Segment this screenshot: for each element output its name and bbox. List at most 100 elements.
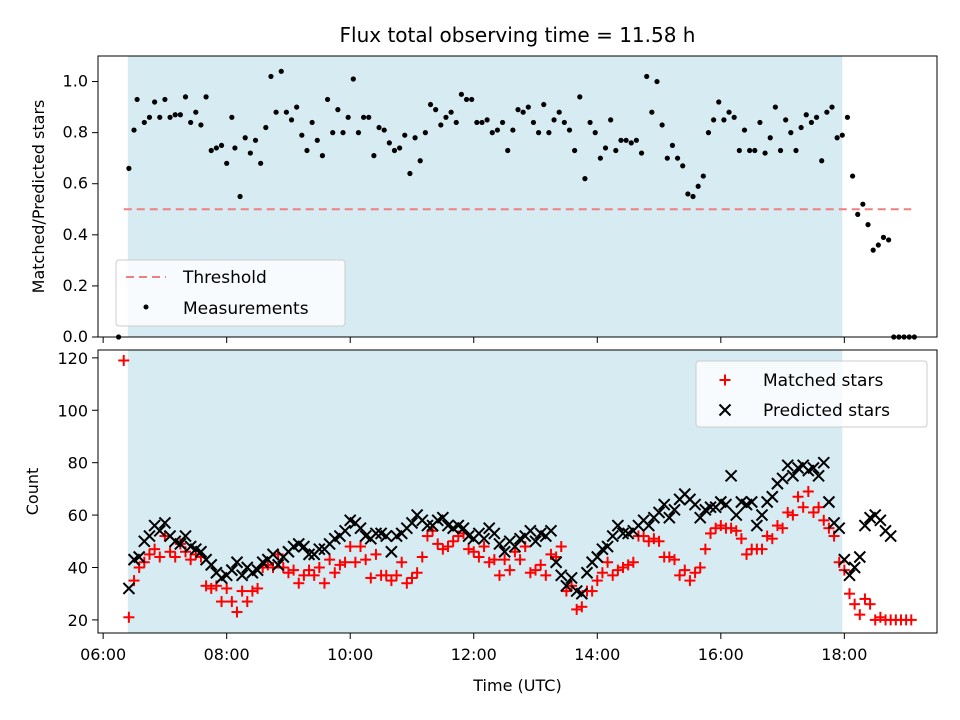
measurement-point (134, 96, 140, 103)
predicted-star-point (385, 545, 398, 558)
predicted-star-point-b (534, 527, 547, 540)
legend-matched-label: Matched stars (763, 371, 883, 391)
matched-star-point (236, 585, 248, 597)
top-panel: 0.0 0.2 0.4 0.6 0.8 1.0 Flux total observing … (29, 23, 938, 346)
predicted-star-point-b (565, 571, 578, 585)
measurement-point (208, 147, 214, 154)
predicted-star-point (436, 511, 450, 524)
measurement-point (152, 99, 158, 105)
top-y-tick-label: 0.4 (63, 225, 88, 244)
predicted-star-point-b (719, 498, 733, 511)
measurement-point (870, 247, 876, 253)
measurement-point (747, 147, 753, 154)
measurement-point (757, 119, 763, 126)
predicted-star-point-b (179, 529, 192, 543)
measurement-point (716, 99, 722, 105)
matched-star-point (143, 548, 155, 560)
predicted-star-point (611, 519, 625, 532)
matched-star-point (463, 543, 475, 555)
matched-star-point (468, 546, 480, 558)
matched-star-point (684, 575, 696, 587)
predicted-star-point (807, 461, 820, 475)
predicted-star-point-b (570, 584, 583, 598)
measurement-point (335, 107, 341, 113)
top-x-ticks (102, 337, 845, 343)
matched-star-point (869, 614, 881, 626)
measurement-point (283, 109, 289, 115)
matched-star-point (843, 588, 855, 600)
measurement-point (541, 101, 547, 108)
measurement-point (638, 150, 645, 156)
matched-star-point (303, 564, 315, 576)
matched-star-point (344, 541, 356, 553)
measurement-point (623, 137, 629, 143)
predicted-star-point-b (812, 469, 825, 482)
matched-star-point (689, 567, 701, 579)
matched-star-point (478, 541, 490, 553)
measurement-point (324, 96, 331, 103)
measurement-point (551, 117, 557, 123)
predicted-star-point (776, 472, 789, 485)
measurement-point (855, 211, 861, 217)
measurement-point (314, 137, 320, 143)
matched-star-point (231, 606, 243, 618)
top-y-tick-label: 0.0 (63, 327, 88, 346)
predicted-star-point-b (606, 529, 619, 543)
predicted-star-point (843, 569, 856, 582)
measurement-point (448, 109, 454, 115)
measurement-point (412, 135, 418, 141)
measurement-point (278, 68, 284, 74)
measurement-point (705, 130, 712, 136)
measurement-point (536, 130, 542, 136)
predicted-star-point-b (508, 540, 522, 553)
legend-matched-swatch (719, 374, 731, 386)
measurement-point (162, 96, 168, 103)
measurement-point (268, 73, 274, 80)
matched-star-point (324, 554, 336, 566)
matched-star-point (849, 598, 861, 610)
predicted-star-point-b (776, 472, 789, 485)
matched-star-point (617, 561, 629, 573)
matched-star-point (416, 551, 428, 563)
predicted-star-point (575, 587, 589, 600)
bottom-y-axis-label: Count (23, 468, 42, 516)
measurement-point (391, 147, 398, 154)
predicted-star-point-b (724, 469, 738, 482)
predicted-star-point (477, 532, 491, 545)
x-tick-label: 18:00 (821, 645, 867, 664)
measurement-point (494, 127, 501, 133)
predicted-star-point (457, 521, 470, 535)
measurement-point (299, 132, 305, 138)
measurement-point (218, 142, 225, 149)
predicted-star-point-b (745, 495, 758, 509)
bottom-y-tick-label: 120 (57, 349, 88, 368)
predicted-star-point-b (194, 545, 208, 558)
matched-star-point (813, 501, 825, 513)
bottom-x-ticks: 06:00 08:00 10:00 12:00 14:00 16:00 18:00 (80, 633, 867, 664)
matched-star-point (735, 533, 747, 545)
measurement-point (592, 130, 598, 136)
predicted-star-point-b (122, 582, 136, 595)
measurement-point (726, 109, 732, 115)
predicted-star-point-b (452, 519, 465, 532)
x-tick-label: 12:00 (451, 645, 497, 664)
matched-star-point (797, 501, 809, 513)
matched-star-point (282, 567, 294, 579)
measurement-point (808, 119, 815, 126)
predicted-star-point (369, 527, 383, 540)
matched-star-point (596, 567, 608, 579)
matched-star-point (807, 506, 819, 518)
measurement-point (767, 135, 773, 141)
measurement-point (182, 94, 189, 100)
predicted-star-point-b (462, 529, 475, 543)
measurement-point (193, 109, 199, 115)
x-tick-label: 08:00 (204, 645, 250, 664)
predicted-star-point (313, 542, 326, 556)
x-tick-label: 06:00 (80, 645, 126, 664)
measurement-point (288, 117, 295, 123)
top-y-tick-label: 1.0 (63, 72, 88, 91)
measurement-point (360, 114, 367, 120)
measurement-point (252, 137, 259, 143)
measurement-point (417, 158, 423, 164)
measurement-point (438, 122, 444, 128)
